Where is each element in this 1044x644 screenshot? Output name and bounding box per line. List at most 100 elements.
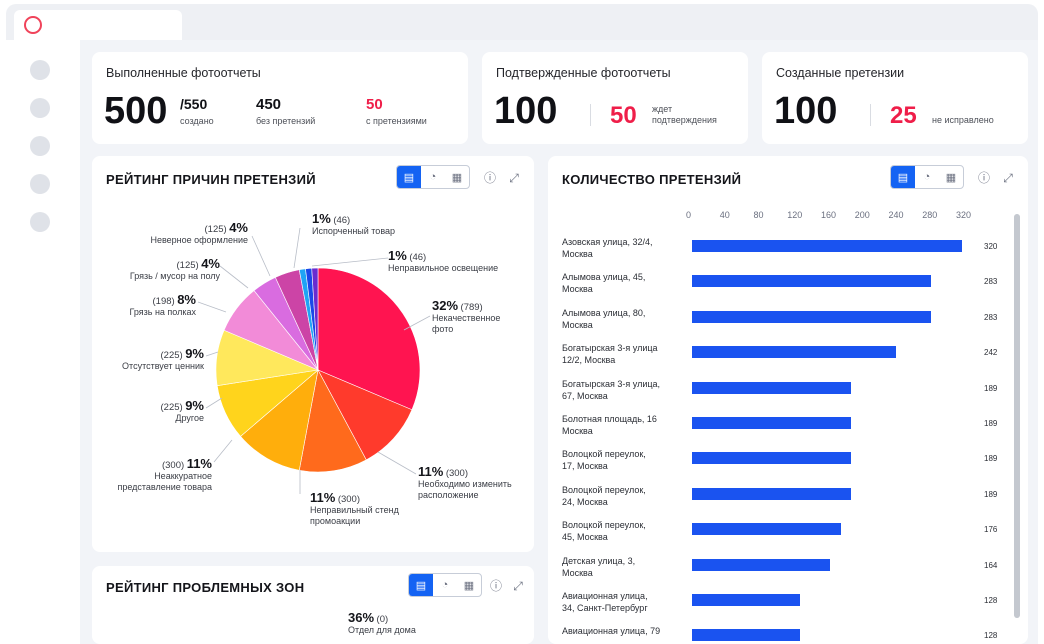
pie-label-text: промоакции [310, 516, 361, 526]
bar[interactable] [692, 417, 852, 429]
bar-chart-icon[interactable]: ▤ [409, 574, 433, 596]
bar-value-label: 189 [984, 383, 998, 393]
table-icon[interactable]: ▦ [451, 171, 463, 184]
sidebar-item-2[interactable] [30, 98, 50, 118]
x-tick-label: 240 [888, 210, 904, 220]
bar[interactable] [692, 240, 962, 252]
pie-label-count: (125) [176, 260, 199, 271]
claims-count-card: КОЛИЧЕСТВО ПРЕТЕНЗИЙ ▤ ◔ ▦ ⓘ ⤢ [548, 156, 1028, 644]
section-title: РЕЙТИНГ ПРИЧИН ПРЕТЕНЗИЙ [106, 172, 316, 187]
bar-category-label: Богатырская 3-я улица 12/2, Москва [562, 343, 658, 366]
pie-label-pct: 1% [388, 248, 407, 263]
expand-icon[interactable]: ⤢ [509, 171, 519, 185]
stat-card-claims: Созданные претензии 100 25 не исправлено [762, 52, 1028, 144]
pie-label-count: (300) [337, 494, 361, 505]
info-icon[interactable]: ⓘ [489, 579, 502, 593]
pie-label-count: (300) [161, 460, 185, 471]
pie-label-count: (46) [409, 252, 427, 263]
info-icon[interactable]: ⓘ [483, 171, 496, 185]
divider [870, 104, 871, 126]
zone-label-pct: 36% [348, 610, 375, 625]
pie-label: 1% (46) Испорченный товар [312, 212, 395, 237]
bar[interactable] [692, 558, 831, 571]
no-claims-count: 450 [256, 96, 282, 113]
pie-label-text: Неправильный стенд [310, 505, 399, 515]
waiting-label-line1: ждет [652, 104, 673, 114]
with-claims-count: 50 [366, 96, 383, 113]
pie-label-pct: 9% [185, 346, 204, 361]
stat-card-title: Подтвержденные фотоотчеты [496, 66, 671, 80]
sidebar-item-4[interactable] [30, 174, 50, 194]
expand-icon[interactable]: ⤢ [513, 579, 523, 593]
pie-label-text: представление товара [117, 482, 212, 492]
bar[interactable] [692, 346, 897, 359]
expand-icon[interactable]: ⤢ [1003, 171, 1013, 185]
bar[interactable] [692, 523, 841, 536]
scrollbar-thumb[interactable] [1014, 214, 1020, 618]
x-tick-label: 80 [753, 210, 764, 220]
bar-category-label: Алымова улица, 80, Москва [562, 307, 646, 330]
bar[interactable] [692, 310, 931, 323]
pie-chart-icon[interactable]: ◔ [429, 171, 437, 183]
pie-slice-4[interactable] [240, 369, 319, 471]
bar-category-label: Волоцкой переулок, 17, Москва [562, 449, 646, 472]
pie-label-count: (300) [445, 468, 469, 479]
bar[interactable] [692, 487, 852, 500]
bar[interactable] [692, 629, 800, 642]
waiting-label-line2: подтверждения [652, 115, 717, 125]
bar[interactable] [692, 381, 852, 394]
pie-label-text: фото [432, 324, 454, 334]
pie-label-pct: 4% [229, 220, 248, 235]
browser-tab[interactable] [14, 10, 182, 40]
bar-value-label: 320 [984, 242, 998, 251]
pie-label-text: Неаккуратное [154, 471, 212, 481]
bar-value-label: 128 [984, 631, 998, 641]
view-switcher: ▤ ◔ ▦ [396, 165, 470, 189]
bar-value-label: 128 [984, 596, 998, 605]
zone-label: 36% (0) Отдел для дома [348, 610, 416, 636]
pie-chart-icon[interactable]: ◔ [441, 579, 449, 591]
pie-label-text: Некачественное [432, 313, 501, 323]
pie-label: 11% (300) Необходимо изменить расположен… [418, 465, 512, 501]
bar-value-label: 189 [984, 489, 998, 499]
pie-label-pct: 32% [432, 298, 459, 313]
sidebar [6, 40, 80, 644]
with-claims-label: с претензиями [366, 116, 427, 126]
pie-slice-3[interactable] [298, 369, 367, 473]
pie-slice-2[interactable] [317, 369, 413, 461]
bar[interactable] [692, 452, 852, 465]
leader-line [205, 351, 219, 357]
pie-label-count: (198) [152, 296, 175, 307]
sidebar-item-3[interactable] [30, 136, 50, 156]
waiting-count: 50 [610, 102, 637, 129]
x-tick-label: 40 [719, 210, 730, 220]
x-tick-label: 200 [854, 210, 870, 220]
pie-label: (225) 9% Другое [104, 399, 205, 424]
sidebar-item-5[interactable] [30, 212, 50, 232]
pie-chart-icon[interactable]: ◔ [923, 171, 931, 183]
table-icon[interactable]: ▦ [463, 579, 475, 592]
stat-card-confirmed: Подтвержденные фотоотчеты 100 50 ждет по… [482, 52, 748, 144]
section-title: КОЛИЧЕСТВО ПРЕТЕНЗИЙ [562, 172, 742, 187]
bar-chart-icon[interactable]: ▤ [891, 166, 915, 188]
zone-label-text: Отдел для дома [348, 625, 416, 635]
leader-line [403, 315, 431, 331]
bar-chart-icon[interactable]: ▤ [397, 166, 421, 188]
confirmed-count: 100 [494, 90, 558, 132]
app-logo-icon [24, 16, 42, 34]
pie-label: (125) 4% Грязь / мусор на полу [104, 257, 220, 282]
pie-slice-1[interactable] [317, 267, 421, 411]
table-icon[interactable]: ▦ [945, 171, 957, 184]
x-tick-label: 160 [821, 210, 837, 220]
leader-line [311, 257, 389, 267]
bar[interactable] [692, 594, 800, 606]
info-icon[interactable]: ⓘ [977, 171, 990, 185]
bar[interactable] [692, 275, 931, 288]
sidebar-item-1[interactable] [30, 60, 50, 80]
zone-label-count: (0) [376, 614, 389, 625]
bar-category-label: Волоцкой переулок, 24, Москва [562, 484, 646, 507]
bar-value-label: 164 [984, 560, 998, 570]
x-tick-label: 320 [956, 210, 972, 220]
pie-slice-extra[interactable] [311, 267, 319, 371]
pie-label-text: Необходимо изменить [418, 479, 512, 489]
